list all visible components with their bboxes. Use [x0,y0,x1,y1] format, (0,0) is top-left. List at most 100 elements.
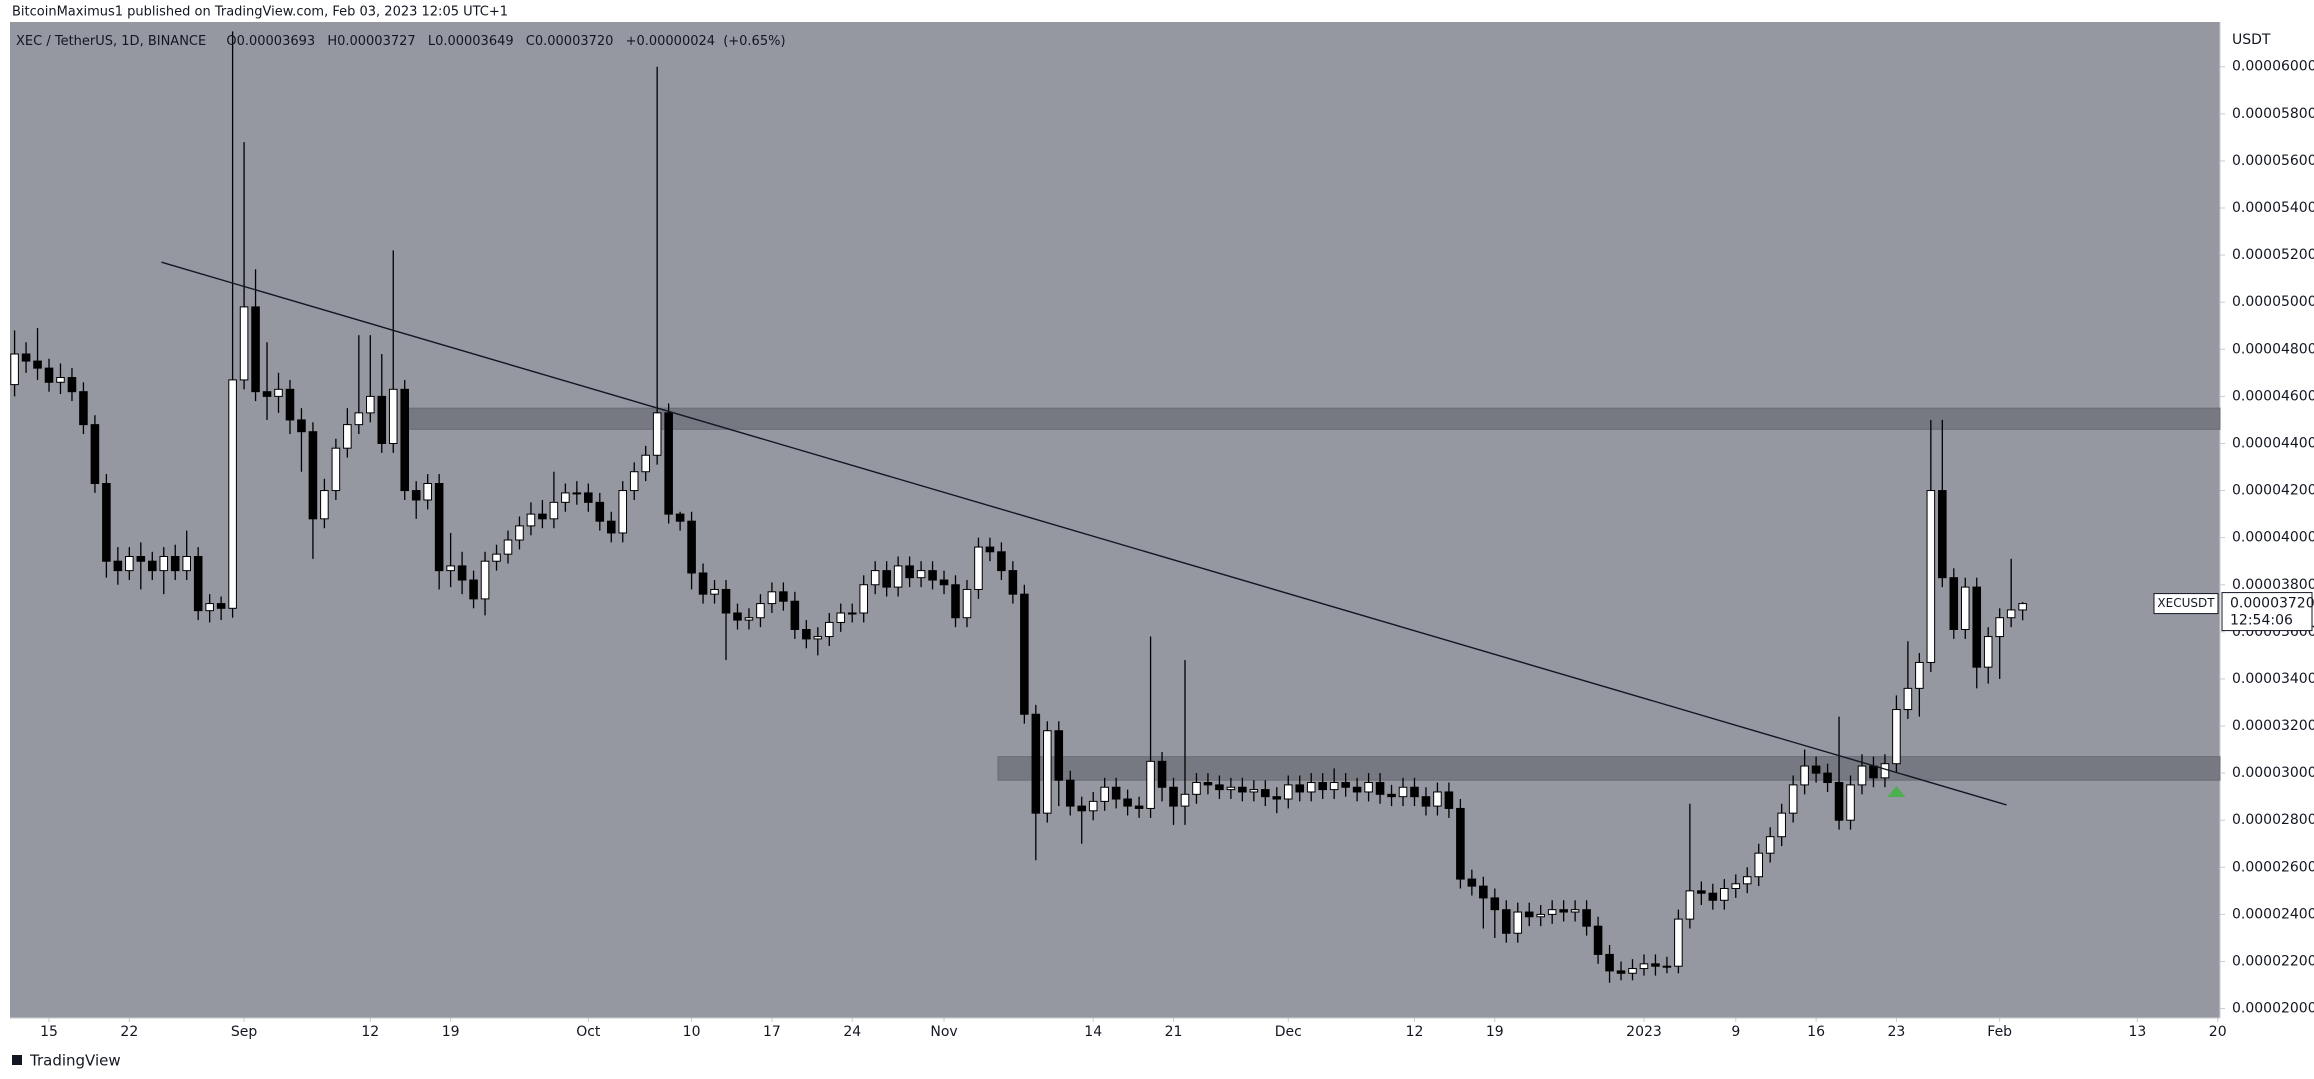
candle-body [1536,913,1545,918]
change-percent: (+0.65%) [723,34,785,49]
logo-icon [12,1055,22,1065]
candle-body [1605,953,1614,972]
ohlc-value: 0.00003649 [435,34,514,49]
candle-body [1915,661,1924,689]
candle-body [1972,586,1982,668]
candle-body [756,603,765,619]
symbol-header: XEC / TetherUS, 1D, BINANCE O0.00003693 … [16,34,786,49]
candle-body [354,412,364,426]
candle-body [251,306,260,393]
countdown: 12:54:06 [2230,613,2293,629]
candle-body [1134,805,1144,809]
last-price-tag [2221,592,2313,632]
candle-body [974,546,983,590]
y-tick-label: 0.00003400 [2232,671,2314,687]
x-tick-label: 2023 [1626,1024,1662,1040]
candle-body [1180,793,1190,807]
candle-body [1582,909,1591,927]
candle-body [733,612,742,621]
candle-body [56,377,65,383]
candle-body [1433,791,1442,807]
candle-body [802,628,811,640]
candle-body [67,377,77,393]
candle-body [1731,883,1741,889]
candle-body [572,492,582,495]
candle-body [239,306,249,381]
candle-body [1467,878,1477,887]
x-tick-label: 24 [843,1024,861,1040]
candle-body [308,431,318,520]
chart-content [10,31,2221,983]
candle-body [1008,570,1018,595]
candle-body [1341,782,1350,788]
change: +0.00000024 [626,34,715,49]
x-tick-label: Dec [1275,1024,1302,1040]
signal-arrow [1887,785,1906,797]
candle-body [1088,800,1098,812]
candle-body [1685,890,1695,920]
candle-body [1662,965,1672,968]
candle-body [1892,709,1901,765]
candle-body [1708,892,1718,901]
candle-body [1398,786,1408,798]
candle-body [1352,786,1362,793]
candle-body [1777,812,1786,838]
candle-body [1570,909,1580,913]
x-tick-label: 22 [120,1024,138,1040]
watermark-text: TradingView [29,1052,121,1070]
candle-body [1249,789,1259,793]
symbol-tag-box [2153,593,2219,615]
x-tick-label: 15 [40,1024,58,1040]
y-tick-label: 0.00002000 [2232,1001,2314,1017]
candle-body [2018,603,2027,611]
ohlc-key: H [327,34,337,49]
candle-body [1479,885,1488,899]
candle-body [1031,713,1041,814]
y-tick-label: 0.00005800 [2232,106,2314,122]
symbol: XEC / TetherUS, 1D, BINANCE [16,34,206,49]
candle-body [10,353,19,386]
x-tick-label: Nov [930,1024,957,1040]
candle-body [182,555,191,572]
candle-body [1616,970,1626,974]
y-tick-label: 0.00004000 [2232,530,2314,546]
candle-body [44,367,54,383]
ohlc-key: L [428,34,436,49]
candle-body [1192,782,1201,795]
y-tick-label: 0.00004600 [2232,388,2314,404]
candle-body [1501,909,1511,934]
candle-body [1065,779,1075,807]
x-tick-label: 10 [683,1024,701,1040]
x-tick-label: Feb [1987,1024,2012,1040]
ohlc-value: 0.00003693 [237,34,316,49]
x-tick-label: 16 [1807,1024,1825,1040]
trendline [161,261,2007,806]
candle-body [2006,609,2016,619]
watermark: TradingView [12,1052,121,1070]
candle-body [1857,765,1867,786]
y-tick-label: 0.00003000 [2232,765,2314,781]
candle-body [1283,784,1293,800]
y-tick-label: 0.00005600 [2232,153,2314,169]
candle-body [147,560,157,572]
candle-body [1111,786,1121,800]
y-tick-label: 0.00002800 [2232,812,2314,828]
candle-body [1054,730,1064,781]
candle-body [779,591,788,602]
candle-body [526,513,536,527]
candle-body [1938,490,1947,579]
candle-body [1559,909,1568,913]
x-tick-label: Oct [576,1024,601,1040]
y-tick-label: 0.00004200 [2232,483,2314,499]
candle-body [962,588,972,619]
candle-body [1834,782,1844,821]
candle-body [1811,765,1821,774]
x-tick-label: 13 [2128,1024,2146,1040]
candle-body [274,388,283,397]
candle-body [824,621,834,638]
candle-body [1639,963,1649,970]
candle-body [595,501,605,522]
x-tick-label: 12 [1406,1024,1424,1040]
candle-body [205,603,214,612]
